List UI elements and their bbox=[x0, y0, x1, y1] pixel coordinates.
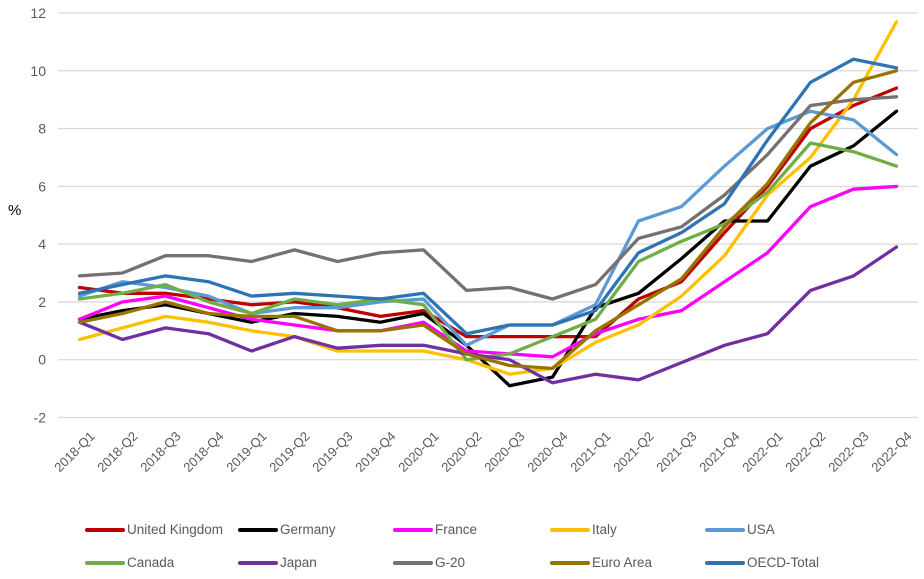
legend-swatch-canada bbox=[85, 560, 125, 565]
y-tick-label-6: 6 bbox=[38, 178, 46, 194]
legend-item-united-kingdom: United Kingdom bbox=[85, 522, 223, 537]
x-tick-label-2022-q3: 2022-Q3 bbox=[825, 429, 871, 475]
legend-item-japan: Japan bbox=[238, 555, 317, 570]
legend-label-japan: Japan bbox=[280, 555, 317, 570]
y-tick-label-8: 8 bbox=[38, 121, 46, 137]
legend-label-euro-area: Euro Area bbox=[592, 555, 653, 570]
x-tick-label-2021-q1: 2021-Q1 bbox=[567, 429, 613, 475]
series-lines bbox=[77, 20, 899, 388]
series-line-france bbox=[77, 184, 899, 359]
x-tick-label-2022-q1: 2022-Q1 bbox=[739, 429, 785, 475]
legend-item-g-20: G-20 bbox=[393, 555, 465, 570]
x-axis-tick-labels: 2018-Q12018-Q22018-Q32018-Q42019-Q12019-… bbox=[51, 429, 914, 475]
y-tick-label-2: 2 bbox=[38, 294, 46, 310]
legend-label-united-kingdom: United Kingdom bbox=[127, 522, 224, 537]
x-tick-label-2019-q2: 2019-Q2 bbox=[266, 429, 312, 475]
legend-swatch-usa bbox=[705, 527, 745, 532]
series-line-g-20 bbox=[77, 95, 899, 301]
x-tick-label-2020-q3: 2020-Q3 bbox=[481, 429, 527, 475]
x-tick-label-2021-q2: 2021-Q2 bbox=[610, 429, 656, 475]
x-tick-label-2019-q4: 2019-Q4 bbox=[352, 429, 398, 475]
legend-swatch-g-20 bbox=[393, 560, 433, 565]
y-tick-label-4: 4 bbox=[38, 236, 46, 252]
x-tick-label-2018-q2: 2018-Q2 bbox=[94, 429, 140, 475]
x-tick-label-2018-q1: 2018-Q1 bbox=[51, 429, 97, 475]
series-line-euro-area bbox=[77, 69, 899, 371]
legend-item-france: France bbox=[393, 522, 477, 537]
x-tick-label-2022-q4: 2022-Q4 bbox=[868, 429, 914, 475]
y-tick-label--2: -2 bbox=[34, 410, 47, 426]
legend-label-g-20: G-20 bbox=[435, 555, 466, 570]
legend-swatch-japan bbox=[238, 560, 278, 565]
x-tick-label-2021-q4: 2021-Q4 bbox=[696, 429, 742, 475]
legend-label-italy: Italy bbox=[592, 522, 617, 537]
legend-swatch-united-kingdom bbox=[85, 527, 125, 532]
y-tick-label-0: 0 bbox=[38, 352, 46, 368]
series-line-italy bbox=[77, 20, 899, 376]
x-tick-label-2020-q1: 2020-Q1 bbox=[395, 429, 441, 475]
x-tick-label-2019-q3: 2019-Q3 bbox=[309, 429, 355, 475]
legend-item-usa: USA bbox=[705, 522, 775, 537]
y-tick-label-12: 12 bbox=[30, 5, 46, 21]
legend-label-germany: Germany bbox=[280, 522, 336, 537]
legend-label-usa: USA bbox=[747, 522, 775, 537]
legend-swatch-oecd-total bbox=[705, 560, 745, 565]
legend-label-oecd-total: OECD-Total bbox=[747, 555, 820, 570]
series-line-germany bbox=[77, 109, 899, 388]
x-tick-label-2022-q2: 2022-Q2 bbox=[782, 429, 828, 475]
x-tick-label-2020-q4: 2020-Q4 bbox=[524, 429, 570, 475]
legend-swatch-france bbox=[393, 527, 433, 532]
x-tick-label-2021-q3: 2021-Q3 bbox=[653, 429, 699, 475]
x-tick-label-2020-q2: 2020-Q2 bbox=[438, 429, 484, 475]
series-line-japan bbox=[77, 245, 899, 385]
x-tick-label-2018-q4: 2018-Q4 bbox=[180, 429, 226, 475]
chart-canvas: -2 0 2 4 6 8 10 12 2018-Q12018-Q22018-Q32018-Q4… bbox=[8, 5, 918, 475]
legend-item-italy: Italy bbox=[550, 522, 617, 537]
y-axis-tick-labels: -2 0 2 4 6 8 10 12 bbox=[30, 5, 46, 426]
legend-label-canada: Canada bbox=[127, 555, 175, 570]
legend-swatch-italy bbox=[550, 527, 590, 532]
gridlines bbox=[58, 12, 918, 419]
legend-swatch-euro-area bbox=[550, 560, 590, 565]
legend-swatch-germany bbox=[238, 527, 278, 532]
y-tick-label-10: 10 bbox=[30, 63, 46, 79]
x-tick-label-2018-q3: 2018-Q3 bbox=[137, 429, 183, 475]
legend-item-oecd-total: OECD-Total bbox=[705, 555, 819, 570]
chart-legend: United Kingdom Germany France Italy USA Canad… bbox=[0, 508, 924, 579]
legend-item-canada: Canada bbox=[85, 555, 174, 570]
x-tick-label-2019-q1: 2019-Q1 bbox=[223, 429, 269, 475]
legend-item-germany: Germany bbox=[238, 522, 336, 537]
series-line-oecd-total bbox=[77, 57, 899, 336]
series-line-usa bbox=[77, 109, 899, 347]
legend-item-euro-area: Euro Area bbox=[550, 555, 652, 570]
y-axis-title: % bbox=[8, 202, 21, 219]
legend-label-france: France bbox=[435, 522, 478, 537]
